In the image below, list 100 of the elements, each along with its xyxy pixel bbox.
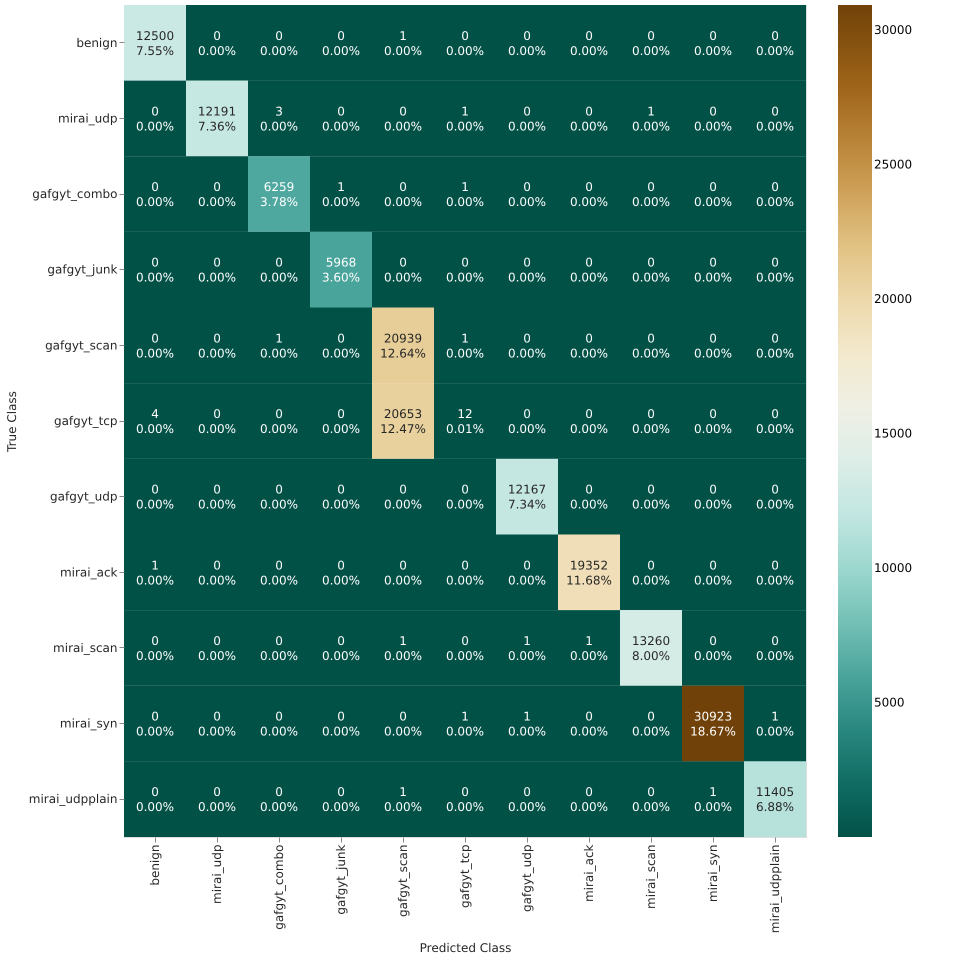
data-label: 0 0.00% bbox=[756, 407, 794, 436]
data-label: 0 0.00% bbox=[508, 407, 546, 436]
data-label: 0 0.00% bbox=[632, 482, 670, 512]
data-label: 0 0.00% bbox=[446, 482, 484, 512]
data-label: 0 0.00% bbox=[384, 710, 422, 739]
data-label: 5968 3.60% bbox=[322, 256, 360, 285]
data-label: 12167 7.34% bbox=[508, 482, 546, 512]
data-label: 1 0.00% bbox=[508, 634, 546, 663]
data-label: 0 0.00% bbox=[446, 785, 484, 814]
data-label: 0 0.00% bbox=[198, 28, 236, 58]
data-label: 1 0.00% bbox=[322, 180, 360, 210]
data-label: 0 0.00% bbox=[136, 785, 174, 814]
y-tick-label: mirai_udpplain bbox=[28, 792, 118, 806]
data-label: 1 0.00% bbox=[446, 331, 484, 360]
x-tick-label: benign bbox=[148, 844, 162, 886]
data-label: 0 0.00% bbox=[694, 634, 732, 663]
data-label: 0 0.00% bbox=[632, 331, 670, 360]
data-label: 0 0.00% bbox=[260, 256, 298, 285]
x-tick-label: mirai_scan bbox=[644, 844, 658, 909]
data-label: 1 0.00% bbox=[446, 104, 484, 134]
data-label: 0 0.00% bbox=[508, 785, 546, 814]
y-tick-label: mirai_scan bbox=[53, 640, 118, 655]
data-label: 0 0.00% bbox=[632, 407, 670, 436]
color-bar-label: 5000 bbox=[874, 695, 905, 710]
data-label: 0 0.00% bbox=[384, 104, 422, 134]
data-label: 0 0.00% bbox=[198, 634, 236, 663]
data-label: 0 0.00% bbox=[570, 104, 608, 134]
data-label: 0 0.00% bbox=[570, 407, 608, 436]
data-label: 0 0.00% bbox=[136, 256, 174, 285]
data-label: 0 0.00% bbox=[198, 256, 236, 285]
data-label: 0 0.00% bbox=[756, 256, 794, 285]
y-tick-label: gafgyt_scan bbox=[45, 338, 118, 352]
data-label: 0 0.00% bbox=[508, 256, 546, 285]
data-label: 3 0.00% bbox=[260, 104, 298, 134]
data-label: 30923 18.67% bbox=[690, 710, 736, 739]
data-label: 0 0.00% bbox=[756, 634, 794, 663]
y-axis-title: True Class bbox=[4, 391, 19, 453]
data-label: 0 0.00% bbox=[508, 180, 546, 210]
data-label: 0 0.00% bbox=[322, 407, 360, 436]
data-label: 0 0.00% bbox=[136, 180, 174, 210]
data-label: 0 0.00% bbox=[198, 331, 236, 360]
data-label: 0 0.00% bbox=[756, 482, 794, 512]
data-label: 0 0.00% bbox=[322, 558, 360, 588]
data-label: 4 0.00% bbox=[136, 407, 174, 436]
data-label: 0 0.00% bbox=[756, 558, 794, 588]
data-label: 0 0.00% bbox=[260, 785, 298, 814]
data-label: 0 0.00% bbox=[508, 28, 546, 58]
data-label: 0 0.00% bbox=[322, 785, 360, 814]
data-label: 0 0.00% bbox=[570, 180, 608, 210]
data-label: 0 0.00% bbox=[198, 407, 236, 436]
data-label: 0 0.00% bbox=[694, 407, 732, 436]
x-tick-label: mirai_udp bbox=[210, 844, 224, 904]
data-label: 0 0.00% bbox=[570, 28, 608, 58]
data-label: 13260 8.00% bbox=[632, 634, 670, 663]
data-label: 12500 7.55% bbox=[136, 28, 174, 58]
data-label: 1 0.00% bbox=[384, 28, 422, 58]
data-label: 0 0.00% bbox=[136, 104, 174, 134]
data-label: 0 0.00% bbox=[632, 558, 670, 588]
data-label: 0 0.00% bbox=[508, 558, 546, 588]
data-label: 19352 11.68% bbox=[566, 558, 612, 588]
data-label: 0 0.00% bbox=[198, 710, 236, 739]
data-label: 1 0.00% bbox=[446, 710, 484, 739]
data-label: 0 0.00% bbox=[570, 331, 608, 360]
data-label: 0 0.00% bbox=[446, 256, 484, 285]
data-label: 0 0.00% bbox=[260, 558, 298, 588]
color-bar-label: 15000 bbox=[874, 426, 912, 440]
data-label: 20939 12.64% bbox=[380, 331, 426, 360]
data-label: 0 0.00% bbox=[136, 634, 174, 663]
data-label: 0 0.00% bbox=[198, 785, 236, 814]
data-label: 0 0.00% bbox=[694, 104, 732, 134]
data-label: 0 0.00% bbox=[260, 28, 298, 58]
x-tick-label: mirai_ack bbox=[582, 844, 596, 902]
data-label: 12191 7.36% bbox=[198, 104, 236, 134]
y-tick-label: mirai_syn bbox=[60, 716, 118, 731]
y-tick-label: mirai_udp bbox=[58, 111, 118, 126]
x-tick-label: gafgyt_scan bbox=[396, 844, 410, 917]
data-label: 0 0.00% bbox=[260, 634, 298, 663]
x-tick-label: mirai_syn bbox=[706, 844, 720, 902]
data-label: 0 0.00% bbox=[198, 558, 236, 588]
data-label: 0 0.00% bbox=[322, 482, 360, 512]
data-label: 1 0.00% bbox=[136, 558, 174, 588]
color-bar-label: 20000 bbox=[874, 292, 912, 306]
data-label: 0 0.00% bbox=[756, 331, 794, 360]
data-label: 0 0.00% bbox=[694, 331, 732, 360]
color-bar-label: 10000 bbox=[874, 560, 912, 575]
color-bar-label: 25000 bbox=[874, 157, 912, 172]
data-label: 0 0.00% bbox=[198, 180, 236, 210]
data-label: 0 0.00% bbox=[322, 331, 360, 360]
data-label: 0 0.00% bbox=[260, 482, 298, 512]
data-label: 0 0.00% bbox=[508, 104, 546, 134]
data-label: 0 0.00% bbox=[446, 28, 484, 58]
data-label: 0 0.00% bbox=[384, 482, 422, 512]
x-axis-title: Predicted Class bbox=[420, 941, 512, 956]
data-label: 1 0.00% bbox=[632, 104, 670, 134]
data-label: 0 0.00% bbox=[446, 634, 484, 663]
data-label: 1 0.00% bbox=[384, 785, 422, 814]
data-label: 0 0.00% bbox=[322, 634, 360, 663]
data-label: 0 0.00% bbox=[322, 104, 360, 134]
data-label: 0 0.00% bbox=[694, 482, 732, 512]
data-label: 11405 6.88% bbox=[756, 785, 794, 814]
